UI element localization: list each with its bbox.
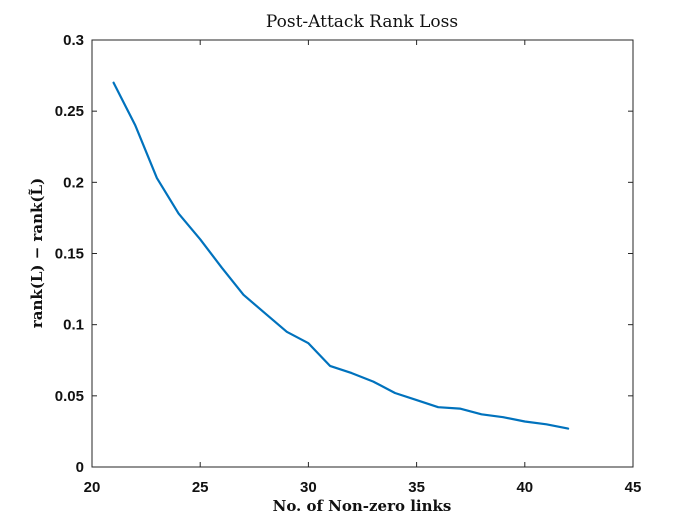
- y-tick-label: 0.05: [55, 388, 84, 405]
- y-axis-label: rank(L) − rank(L̃): [28, 178, 46, 328]
- tick-marks: [91, 39, 634, 468]
- y-tick-label: 0.15: [55, 246, 84, 263]
- series-line: [112, 81, 570, 430]
- y-tick-labels: 0 0.05 0.1 0.15 0.2 0.25 0.3: [55, 32, 84, 476]
- x-tick-label: 25: [192, 479, 209, 496]
- y-tick-label: 0.25: [55, 103, 84, 120]
- chart-title: Post-Attack Rank Loss: [266, 12, 458, 32]
- y-tick-label: 0.1: [63, 317, 84, 334]
- x-tick-label: 45: [625, 479, 642, 496]
- x-axis-label: No. of Non-zero links: [273, 497, 452, 515]
- y-tick-label: 0.2: [63, 174, 84, 191]
- plot-area: [91, 39, 634, 468]
- x-tick-label: 35: [408, 479, 425, 496]
- x-tick-label: 30: [300, 479, 317, 496]
- y-tick-label: 0.3: [63, 32, 84, 49]
- series-group: [112, 81, 570, 430]
- x-tick-label: 40: [516, 479, 533, 496]
- y-tick-label: 0: [76, 459, 84, 476]
- x-tick-labels: 20 25 30 35 40 45: [84, 479, 642, 496]
- x-tick-label: 20: [84, 479, 101, 496]
